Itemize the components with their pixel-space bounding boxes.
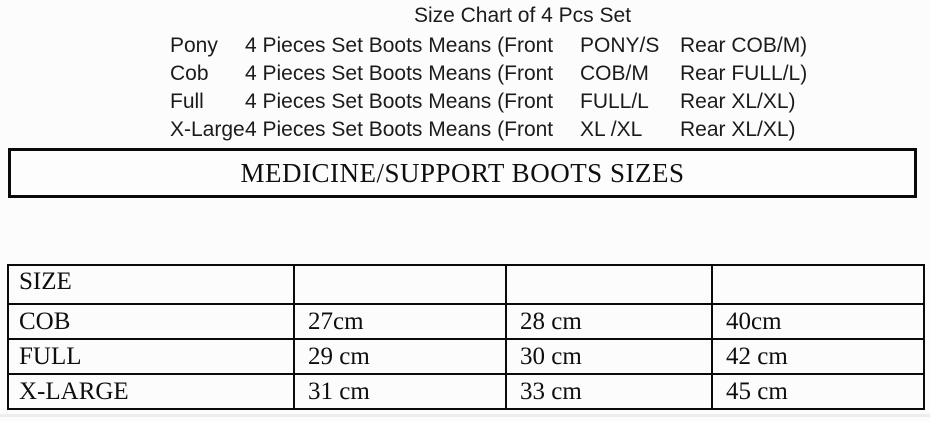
- set-description-list: Pony 4 Pieces Set Boots Means (Front PON…: [170, 32, 930, 144]
- header-cell-empty: [711, 264, 925, 305]
- set-description-row: Pony 4 Pieces Set Boots Means (Front PON…: [170, 32, 930, 60]
- set-description-row: Cob 4 Pieces Set Boots Means (Front COB/…: [170, 60, 930, 88]
- header-cell-empty: [505, 264, 713, 305]
- table-row: COB 27cm 28 cm 40cm: [7, 303, 925, 340]
- set-means-text: 4 Pieces Set Boots Means (Front: [245, 118, 554, 141]
- banner-title: MEDICINE/SUPPORT BOOTS SIZES: [240, 158, 685, 188]
- cell-size-name: X-LARGE: [7, 373, 295, 410]
- set-means-text: 4 Pieces Set Boots Means (Front: [245, 90, 554, 113]
- set-front-size: PONY/S: [580, 34, 660, 57]
- header-cell-size: SIZE: [7, 264, 295, 305]
- set-size-label: Full: [170, 90, 204, 113]
- cell-measurement: 31 cm: [293, 373, 507, 410]
- cell-measurement: 42 cm: [711, 338, 925, 375]
- set-rear-size: Rear XL/XL): [680, 90, 796, 113]
- cell-measurement: 28 cm: [505, 303, 713, 340]
- set-front-size: COB/M: [580, 62, 649, 85]
- set-size-label: Pony: [170, 34, 218, 57]
- scan-artifact-line: [0, 414, 930, 417]
- cell-measurement: 27cm: [293, 303, 507, 340]
- cell-size-name: FULL: [7, 338, 295, 375]
- page-title: Size Chart of 4 Pcs Set: [413, 4, 632, 27]
- table-row: FULL 29 cm 30 cm 42 cm: [7, 338, 925, 375]
- set-rear-size: Rear COB/M): [680, 34, 808, 57]
- set-means-text: 4 Pieces Set Boots Means (Front: [245, 62, 554, 85]
- header-cell-empty: [293, 264, 507, 305]
- set-front-size: XL /XL: [580, 118, 643, 141]
- cell-measurement: 30 cm: [505, 338, 713, 375]
- section-banner: MEDICINE/SUPPORT BOOTS SIZES: [8, 148, 917, 198]
- cell-measurement: 33 cm: [505, 373, 713, 410]
- set-description-row: X-Large 4 Pieces Set Boots Means (Front …: [170, 116, 930, 144]
- set-size-label: X-Large: [170, 118, 245, 141]
- cell-measurement: 29 cm: [293, 338, 507, 375]
- table-header-row: SIZE: [7, 264, 925, 305]
- set-rear-size: Rear FULL/L): [680, 62, 808, 85]
- cell-measurement: 45 cm: [711, 373, 925, 410]
- size-table: SIZE COB 27cm 28 cm 40cm FULL 29 cm 30 c…: [7, 264, 925, 410]
- set-size-label: Cob: [170, 62, 209, 85]
- set-rear-size: Rear XL/XL): [680, 118, 796, 141]
- set-front-size: FULL/L: [580, 90, 649, 113]
- cell-size-name: COB: [7, 303, 295, 340]
- table-row: X-LARGE 31 cm 33 cm 45 cm: [7, 373, 925, 410]
- cell-measurement: 40cm: [711, 303, 925, 340]
- set-means-text: 4 Pieces Set Boots Means (Front: [245, 34, 554, 57]
- set-description-row: Full 4 Pieces Set Boots Means (Front FUL…: [170, 88, 930, 116]
